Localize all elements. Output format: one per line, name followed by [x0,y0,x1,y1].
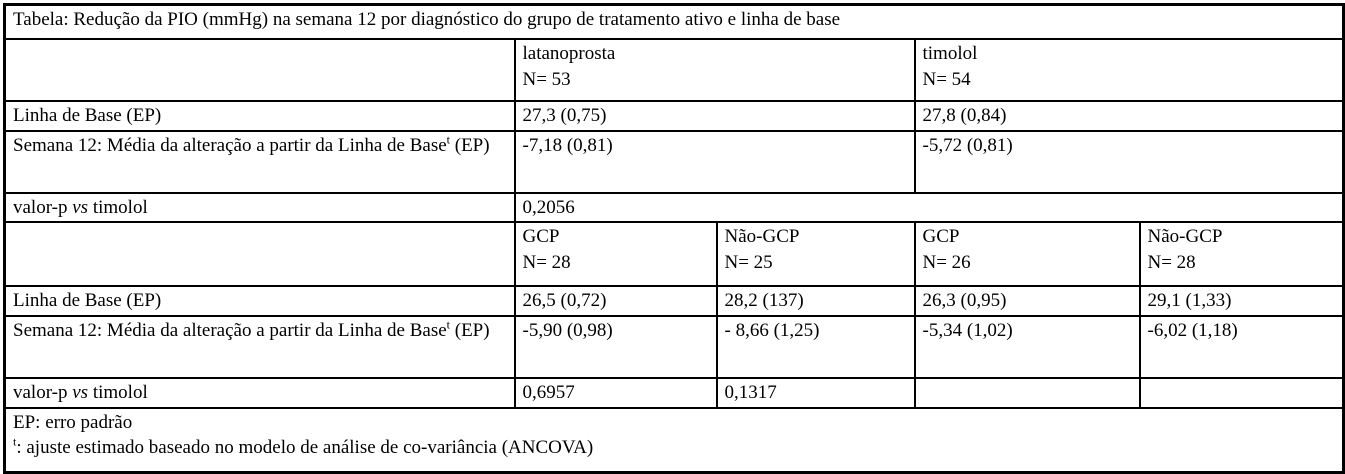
week12-label-suffix: (EP) [450,134,490,156]
cell-baseline-tim-gcp: 26,3 (0,95) [913,285,1141,317]
lat-gcp-name: GCP [522,226,560,248]
week12-subgroup-footnote-marker: t [446,317,450,332]
cell-baseline-lat-gcp: 26,5 (0,72) [513,285,718,317]
row-pvalue-subgroup: valor-p vs timolol 0,6957 0,1317 [3,376,1345,409]
subgroup-header-row: GCP N= 28 Não-GCP N= 25 GCP N= 26 Não-GC… [3,221,1345,288]
week12-footnote-marker: t [446,132,450,147]
footnote-t-marker: t [13,434,17,449]
tim-gcp-n: N= 26 [922,251,971,273]
latanoprosta-n: N= 53 [522,68,571,90]
cell-pvalue-tim-gcp [913,376,1141,409]
cell-baseline-lat-naogcp: 28,2 (137) [715,285,916,317]
header-tim-gcp: GCP N= 26 [913,221,1141,288]
pvalue-label-subgroup: valor-p vs timolol [3,376,516,409]
footnotes-cell: EP: erro padrão t: ajuste estimado basea… [3,406,1345,474]
week12-subgroup-label-text: Semana 12: Média da alteração a partir d… [13,319,447,341]
cell-week12-timolol: -5,72 (0,81) [913,129,1345,194]
empty-corner-cell [3,38,516,102]
tim-naogcp-n: N= 28 [1147,251,1196,273]
cell-baseline-latanoprosta: 27,3 (0,75) [513,100,916,132]
pvalue-subgroup-label-post: timolol [92,381,148,403]
row-pvalue-overall: valor-p vs timolol 0,2056 [3,191,1345,224]
lat-naogcp-name: Não-GCP [724,226,800,248]
cell-baseline-tim-naogcp: 29,1 (1,33) [1138,285,1345,317]
lat-naogcp-n: N= 25 [724,251,773,273]
week12-label: Semana 12: Média da alteração a partir d… [3,129,516,194]
document-page: Tabela: Redução da PIO (mmHg) na semana … [3,3,1345,474]
row-week12-subgroup: Semana 12: Média da alteração a partir d… [3,314,1345,379]
pvalue-label-post: timolol [92,196,148,218]
week12-label-subgroup: Semana 12: Média da alteração a partir d… [3,314,516,379]
week12-label-text: Semana 12: Média da alteração a partir d… [13,134,447,156]
header-lat-naogcp: Não-GCP N= 25 [715,221,916,288]
treatment-header-row: latanoprosta N= 53 timolol N= 54 [3,38,1345,102]
cell-pvalue-lat-gcp: 0,6957 [513,376,718,409]
header-latanoprosta: latanoprosta N= 53 [513,38,916,102]
row-baseline-overall: Linha de Base (EP) 27,3 (0,75) 27,8 (0,8… [3,100,1345,132]
baseline-label: Linha de Base (EP) [3,100,516,132]
timolol-name: timolol [922,43,978,64]
row-week12-overall: Semana 12: Média da alteração a partir d… [3,129,1345,194]
footnote-ep: EP: erro padrão [13,411,133,433]
header-timolol: timolol N= 54 [913,38,1345,102]
pvalue-subgroup-label-vs: vs [72,381,89,403]
latanoprosta-name: latanoprosta [522,43,616,64]
footnote-t: t: ajuste estimado baseado no modelo de … [13,435,1336,461]
cell-pvalue-overall: 0,2056 [513,191,1345,224]
cell-pvalue-tim-naogcp [1138,376,1345,409]
cell-week12-tim-naogcp: -6,02 (1,18) [1138,314,1345,379]
header-tim-naogcp: Não-GCP N= 28 [1138,221,1345,288]
row-baseline-subgroup: Linha de Base (EP) 26,5 (0,72) 28,2 (137… [3,285,1345,317]
empty-subgroup-corner-cell [3,221,516,288]
cell-week12-lat-naogcp: - 8,66 (1,25) [715,314,916,379]
cell-week12-lat-gcp: -5,90 (0,98) [513,314,718,379]
timolol-n: N= 54 [922,68,971,90]
cell-week12-latanoprosta: -7,18 (0,81) [513,129,916,194]
pvalue-label: valor-p vs timolol [3,191,516,224]
lat-gcp-n: N= 28 [522,251,571,273]
pio-reduction-table: Tabela: Redução da PIO (mmHg) na semana … [3,3,1345,474]
tim-naogcp-name: Não-GCP [1147,226,1223,248]
table-title-row: Tabela: Redução da PIO (mmHg) na semana … [3,3,1345,40]
cell-week12-tim-gcp: -5,34 (1,02) [913,314,1141,379]
footnotes-row: EP: erro padrão t: ajuste estimado basea… [3,406,1345,474]
header-lat-gcp: GCP N= 28 [513,221,718,288]
pvalue-label-vs: vs [72,196,89,218]
table-title: Tabela: Redução da PIO (mmHg) na semana … [3,3,1345,40]
footnote-t-text: : ajuste estimado baseado no modelo de a… [16,437,594,459]
pvalue-subgroup-label-pre: valor-p [13,381,68,403]
week12-subgroup-label-suffix: (EP) [450,319,490,341]
tim-gcp-name: GCP [922,226,960,248]
pvalue-label-pre: valor-p [13,196,68,218]
cell-pvalue-lat-naogcp: 0,1317 [715,376,916,409]
cell-baseline-timolol: 27,8 (0,84) [913,100,1345,132]
baseline-label-subgroup: Linha de Base (EP) [3,285,516,317]
